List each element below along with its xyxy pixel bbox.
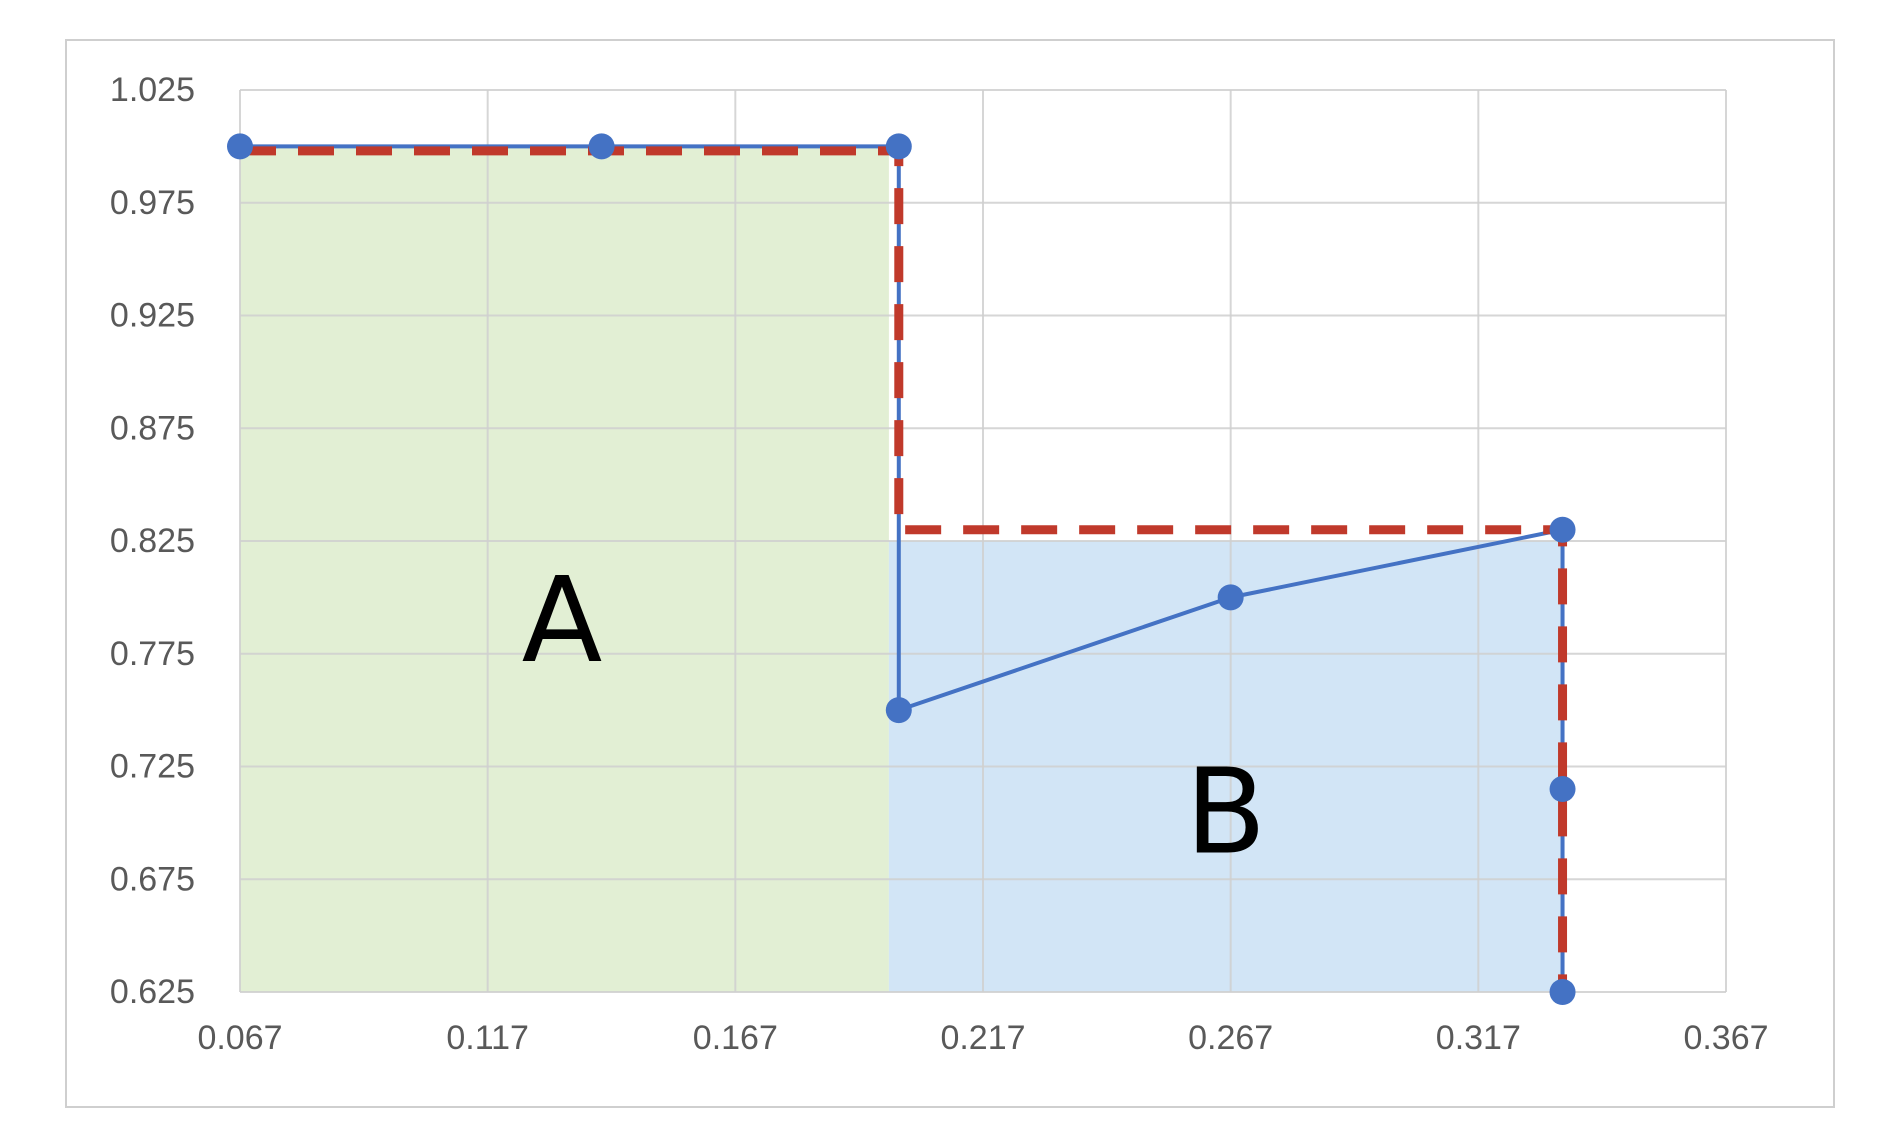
y-tick-label: 0.725 (110, 748, 195, 786)
series-1-point (885, 697, 912, 724)
x-tick-label: 0.067 (197, 1019, 282, 1057)
y-axis-tick-labels: 1.025 0.975 0.925 0.875 0.825 0.775 0.725 0.675… (110, 71, 195, 1011)
series-1-point (1549, 979, 1576, 1005)
x-axis-tick-labels: 0.067 0.117 0.167 0.217 0.267 0.317 0.367 (197, 1019, 1768, 1057)
y-tick-label: 0.975 (110, 184, 195, 222)
y-tick-label: 0.825 (110, 522, 195, 560)
region-labels: AB (522, 551, 1267, 881)
gridlines (239, 89, 1727, 993)
y-tick-label: 0.925 (110, 297, 195, 335)
x-tick-label: 0.267 (1188, 1019, 1273, 1057)
y-tick-label: 1.025 (110, 71, 195, 109)
data-series (227, 133, 1576, 1005)
y-tick-label: 0.675 (110, 860, 195, 898)
series-1-point (227, 133, 253, 160)
x-tick-label: 0.117 (446, 1019, 529, 1057)
series-1-point (885, 133, 912, 160)
y-tick-label: 0.625 (110, 973, 195, 1011)
series-1-point (588, 133, 615, 160)
region-label-a: A (522, 551, 603, 689)
series-1-point (1217, 584, 1244, 611)
region-a-area (240, 146, 889, 992)
x-tick-label: 0.167 (693, 1019, 778, 1057)
series-1-point (1549, 776, 1576, 803)
y-tick-label: 0.875 (110, 409, 195, 447)
series-1-point (1549, 516, 1576, 543)
x-tick-label: 0.367 (1683, 1019, 1768, 1057)
x-tick-label: 0.217 (940, 1019, 1025, 1057)
x-tick-label: 0.317 (1436, 1019, 1521, 1057)
region-label-b: B (1185, 743, 1266, 881)
y-tick-label: 0.775 (110, 635, 195, 673)
series-2-dashed-line (240, 146, 1568, 992)
